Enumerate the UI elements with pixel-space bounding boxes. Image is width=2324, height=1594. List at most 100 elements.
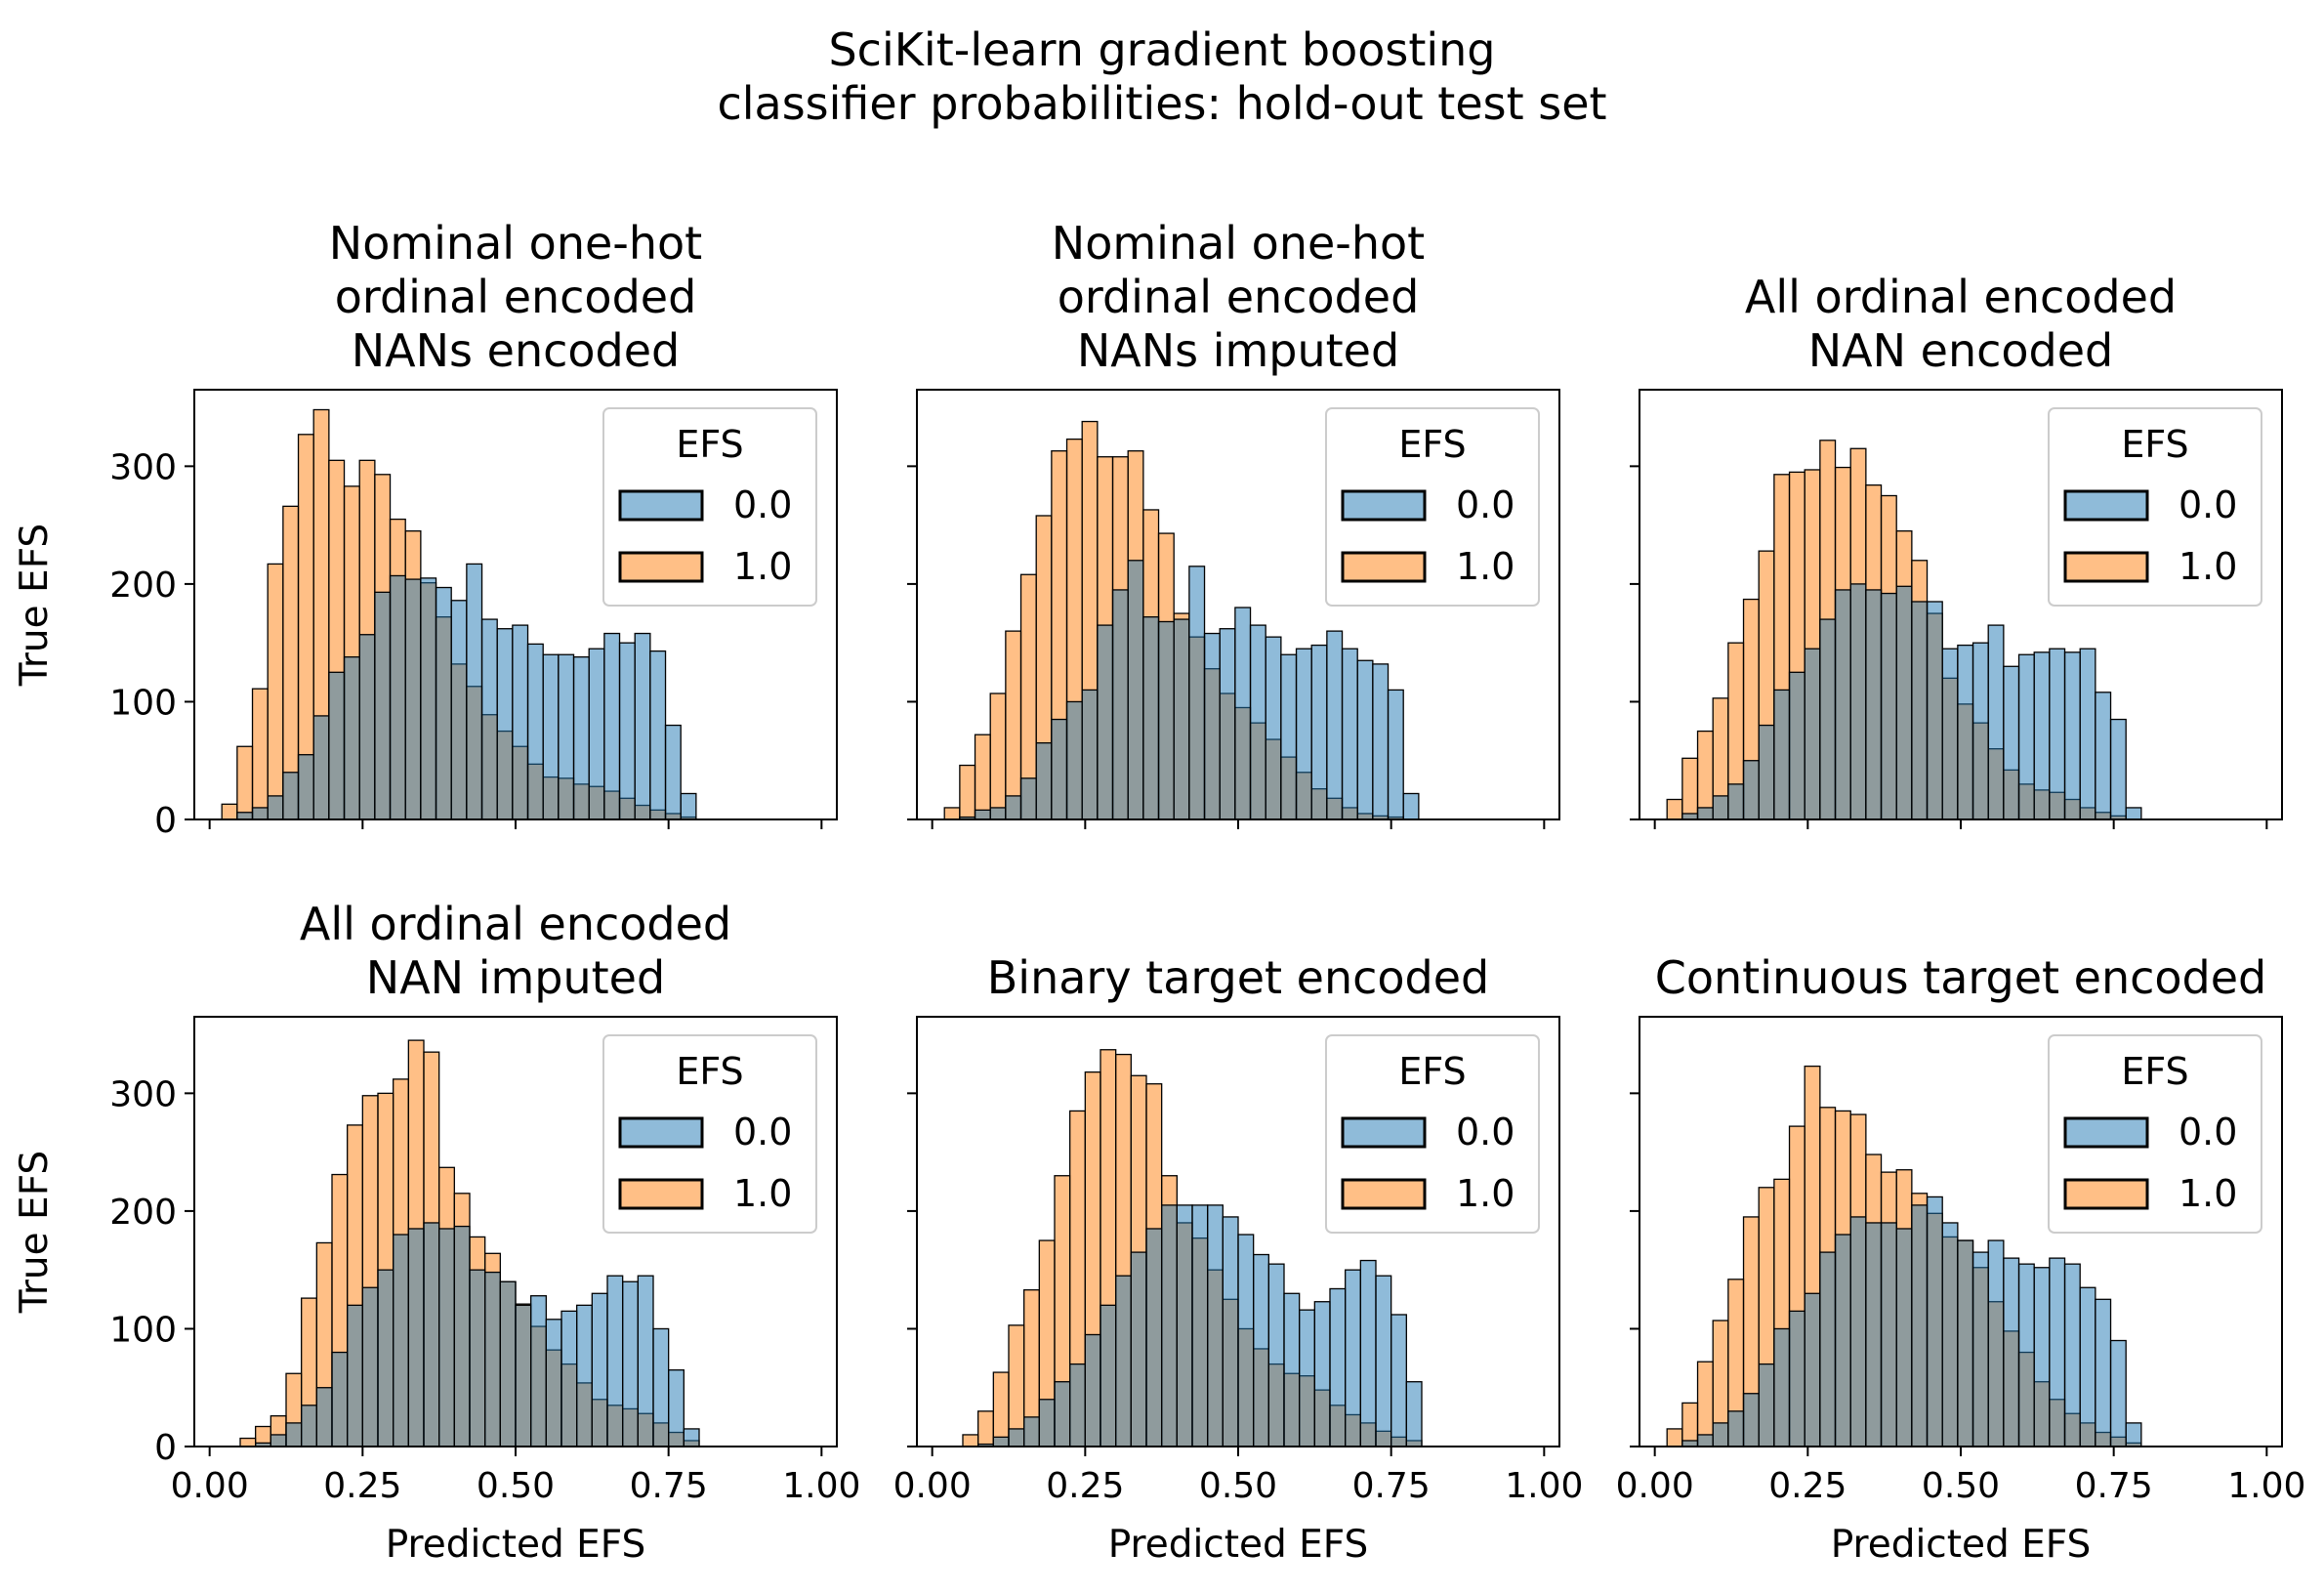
bar-efs-0 (1387, 689, 1404, 820)
bar-efs-0 (1115, 1275, 1132, 1447)
x-tick-label: 1.00 (782, 1466, 860, 1506)
subplot-title-line: All ordinal encoded (300, 898, 731, 950)
bar-efs-0 (1804, 1292, 1821, 1447)
y-axis-label: True EFS (13, 1151, 57, 1314)
bar-efs-0 (361, 1286, 379, 1447)
bar-efs-0 (1265, 636, 1282, 820)
bar-efs-0 (1788, 671, 1805, 820)
bar-efs-0 (1834, 1234, 1851, 1447)
x-tick-label: 0.00 (171, 1466, 249, 1506)
subplot-title-line: ordinal encoded (335, 271, 697, 323)
bar-efs-0 (389, 574, 406, 820)
bar-efs-0 (374, 591, 392, 820)
bar-efs-0 (404, 578, 422, 820)
bar-efs-0 (267, 795, 284, 820)
bar-efs-0 (542, 653, 560, 820)
legend-label-efs-1: 1.0 (1456, 545, 1515, 588)
bar-efs-0 (1359, 1259, 1377, 1447)
bar-efs-0 (588, 648, 605, 820)
legend-label-efs-0: 0.0 (2179, 1111, 2237, 1154)
bar-efs-0 (438, 1228, 455, 1447)
bar-efs-0 (1849, 583, 1867, 820)
bar-efs-1 (1696, 730, 1714, 820)
bar-efs-0 (1035, 741, 1053, 820)
bar-efs-0 (1219, 628, 1236, 820)
bar-efs-0 (1941, 648, 1959, 820)
bar-efs-0 (343, 655, 360, 820)
legend-swatch-efs-0 (2063, 489, 2149, 522)
bar-efs-0 (515, 1304, 532, 1447)
bar-efs-1 (989, 692, 1007, 820)
bar-efs-0 (1341, 648, 1358, 820)
bar-efs-1 (1681, 1402, 1699, 1447)
bar-efs-0 (634, 632, 651, 820)
subplot-title-line: Nominal one-hot (1052, 217, 1425, 270)
bar-efs-0 (1157, 620, 1175, 820)
x-tick-label: 0.25 (1046, 1466, 1124, 1506)
bar-efs-0 (1283, 1292, 1301, 1447)
subplot-title-line: NANs encoded (352, 324, 680, 377)
bar-efs-0 (1295, 648, 1312, 820)
bar-efs-0 (1727, 1410, 1745, 1447)
x-tick-label: 1.00 (1505, 1466, 1583, 1506)
bar-efs-0 (1222, 1216, 1239, 1447)
bar-efs-0 (282, 772, 300, 820)
bar-efs-0 (312, 715, 330, 820)
y-tick-label: 200 (109, 566, 177, 606)
bar-efs-0 (1895, 585, 1913, 820)
x-axis-label: Predicted EFS (386, 1523, 646, 1567)
bar-efs-0 (512, 624, 529, 820)
legend: EFS 0.0 1.0 (2048, 1034, 2262, 1234)
bar-efs-0 (1145, 1228, 1163, 1447)
bar-efs-1 (1681, 757, 1699, 820)
bar-efs-1 (236, 745, 254, 820)
bar-efs-0 (1957, 1239, 1974, 1447)
legend-label-efs-1: 1.0 (733, 545, 792, 588)
bar-efs-1 (974, 734, 991, 820)
bar-efs-0 (1696, 1434, 1714, 1447)
bar-efs-0 (1081, 689, 1099, 820)
bar-efs-0 (1865, 589, 1883, 820)
bar-efs-0 (1971, 642, 1989, 820)
x-tick-label: 0.75 (2075, 1466, 2153, 1506)
bar-efs-0 (435, 586, 452, 820)
bar-efs-0 (1849, 1216, 1867, 1447)
bar-efs-0 (484, 1271, 501, 1447)
bar-efs-0 (1819, 1251, 1837, 1447)
bar-efs-0 (668, 1368, 685, 1447)
legend: EFS 0.0 1.0 (602, 407, 817, 607)
bar-efs-0 (2063, 651, 2081, 820)
bar-efs-0 (1051, 718, 1068, 820)
bar-efs-0 (393, 1234, 409, 1447)
bar-efs-0 (2003, 665, 2020, 820)
subplot-6: Continuous target encoded 0.00 0.25 0.50 0.7… (1616, 951, 2306, 1567)
bar-efs-0 (2033, 651, 2051, 820)
subplot-title-line: ordinal encoded (1058, 271, 1420, 323)
bar-efs-0 (496, 628, 514, 820)
x-tick-label: 0.75 (1352, 1466, 1431, 1506)
bar-efs-0 (1758, 1363, 1775, 1447)
bar-efs-1 (943, 807, 961, 820)
bar-efs-0 (2109, 718, 2127, 820)
bar-efs-0 (331, 1351, 349, 1447)
bar-efs-1 (992, 1371, 1010, 1447)
bar-efs-0 (1130, 1251, 1147, 1447)
bar-efs-0 (1758, 724, 1775, 820)
bar-efs-0 (992, 1436, 1010, 1447)
bar-efs-0 (1069, 1363, 1086, 1447)
legend: EFS 0.0 1.0 (1325, 1034, 1540, 1234)
bar-efs-1 (959, 764, 976, 820)
bar-efs-0 (576, 1304, 593, 1447)
bar-efs-0 (420, 577, 437, 820)
bar-efs-0 (591, 1292, 608, 1447)
bar-efs-0 (1326, 630, 1344, 820)
bar-efs-0 (453, 1225, 471, 1447)
legend-label-efs-0: 0.0 (733, 1111, 792, 1154)
bar-efs-0 (1084, 1333, 1101, 1447)
legend-title: EFS (1398, 423, 1466, 466)
bar-efs-0 (1712, 795, 1729, 820)
bar-efs-0 (297, 754, 314, 820)
